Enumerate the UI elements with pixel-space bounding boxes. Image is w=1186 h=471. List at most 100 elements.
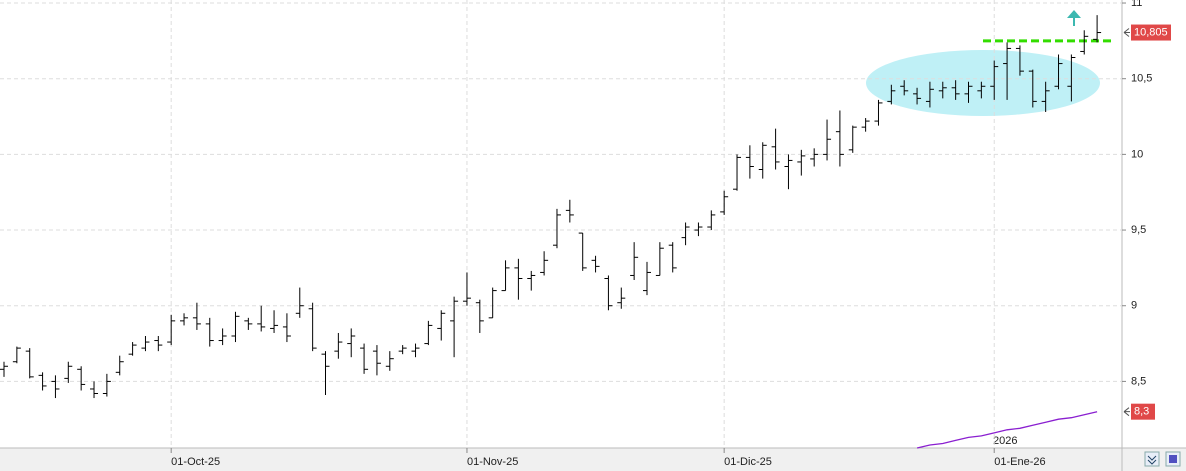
ohlc-bar <box>925 81 934 108</box>
ohlc-bar <box>244 317 253 330</box>
ohlc-bar <box>192 302 201 330</box>
ohlc-bar <box>617 287 626 309</box>
price-pointer <box>1123 407 1130 417</box>
ohlc-bar <box>900 80 909 96</box>
ohlc-bar <box>578 232 587 271</box>
y-tick-label: 11 <box>1131 0 1142 9</box>
ohlc-bar <box>77 366 86 391</box>
ohlc-bar <box>810 148 819 167</box>
ohlc-bar <box>90 381 99 399</box>
ohlc-bar <box>372 345 381 376</box>
ohlc-bar <box>12 346 21 364</box>
price-label: 10,805 <box>1134 26 1168 38</box>
ohlc-bar <box>167 314 176 346</box>
ohlc-bar <box>951 80 960 100</box>
ohlc-bar <box>115 355 124 376</box>
year-label: 2026 <box>993 435 1017 447</box>
ohlc-bar <box>38 372 47 391</box>
ohlc-bar <box>218 328 227 346</box>
ohlc-bar <box>913 87 922 105</box>
ohlc-bar <box>552 208 561 249</box>
zoom-icon <box>1147 455 1157 465</box>
save-icon <box>1169 455 1177 463</box>
ohlc-bar <box>1054 54 1063 90</box>
ohlc-bar <box>591 255 600 273</box>
ohlc-bar <box>102 373 111 397</box>
zoom-button[interactable] <box>1144 451 1160 467</box>
ohlc-bar <box>630 242 639 280</box>
ohlc-bar <box>835 110 844 167</box>
x-tick-label: 01-Ene-26 <box>994 456 1045 468</box>
ohlc-bar <box>604 275 613 311</box>
ohlc-bar <box>321 351 330 396</box>
ohlc-bar <box>141 336 150 352</box>
ohlc-bar <box>848 125 857 153</box>
ohlc-bar <box>681 222 690 246</box>
ohlc-bar <box>295 287 304 318</box>
ohlc-bar <box>64 361 73 383</box>
ohlc-bar <box>488 287 497 319</box>
ohlc-bar <box>990 60 999 100</box>
ohlc-bar <box>398 345 407 355</box>
ohlc-bar <box>462 272 471 306</box>
indicator-line <box>916 411 1098 449</box>
ohlc-bar <box>861 118 870 132</box>
ohlc-bar <box>1041 81 1050 112</box>
ohlc-bar <box>797 149 806 176</box>
ohlc-bar <box>733 154 742 191</box>
highlight-ellipse <box>866 50 1100 116</box>
x-tick-label: 01-Dic-25 <box>724 456 772 468</box>
ohlc-bar <box>964 81 973 103</box>
toolbar <box>1144 451 1181 467</box>
ohlc-bar <box>501 260 510 292</box>
ohlc-bar <box>282 313 291 343</box>
y-tick-label: 10 <box>1131 148 1143 160</box>
ohlc-bar <box>128 342 137 356</box>
ohlc-bar <box>0 361 8 377</box>
ohlc-bar <box>758 142 767 179</box>
ohlc-bar <box>540 251 549 276</box>
ohlc-bar <box>1080 30 1089 55</box>
ohlc-bar <box>25 348 34 379</box>
ohlc-bar <box>437 310 446 341</box>
y-tick-label: 9,5 <box>1131 224 1146 236</box>
ohlc-bar <box>784 154 793 190</box>
ohlc-bar <box>668 242 677 273</box>
ohlc-bar <box>360 343 369 374</box>
y-tick-label: 9 <box>1131 300 1137 312</box>
ohlc-bar <box>347 328 356 358</box>
price-label: 8,3 <box>1134 406 1149 418</box>
ohlc-bar <box>231 311 240 343</box>
ohlc-bar <box>450 296 459 358</box>
ohlc-bar <box>270 310 279 333</box>
ohlc-bar <box>887 84 896 105</box>
ohlc-bar <box>424 320 433 346</box>
price-label-box <box>1131 403 1155 420</box>
ohlc-bar <box>874 99 883 126</box>
ohlc-bar <box>745 145 754 179</box>
ohlc-bar <box>180 313 189 326</box>
ohlc-bar <box>51 375 60 399</box>
ohlc-bar <box>938 81 947 99</box>
ohlc-bar <box>1015 45 1024 76</box>
ohlc-bar <box>334 332 343 359</box>
ohlc-bar <box>720 190 729 215</box>
ohlc-bar <box>655 242 664 276</box>
ohlc-bar <box>643 261 651 296</box>
ohlc-bar <box>154 336 163 352</box>
ohlc-bar <box>514 258 523 300</box>
ohlc-bar <box>257 305 266 332</box>
ohlc-bar <box>565 199 574 223</box>
ohlc-bar <box>308 302 317 352</box>
ohlc-bar <box>771 128 780 170</box>
ohlc-bar <box>1028 69 1037 108</box>
ohlc-bar <box>527 270 536 291</box>
x-tick-label: 01-Oct-25 <box>171 456 220 468</box>
ohlc-bar <box>205 317 214 347</box>
y-tick-label: 8,5 <box>1131 375 1146 387</box>
y-tick-label: 10,5 <box>1131 73 1152 85</box>
ohlc-bar <box>707 210 716 231</box>
ohlc-bar <box>385 351 394 371</box>
price-pointer <box>1123 28 1130 37</box>
